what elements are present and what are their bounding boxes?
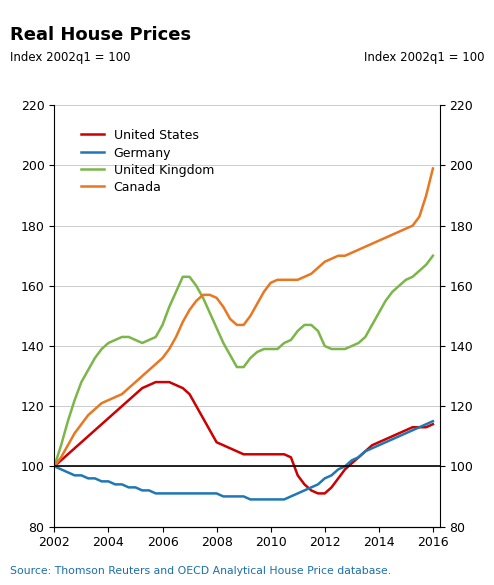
United States bbox=[220, 442, 226, 449]
Canada bbox=[315, 264, 321, 271]
Text: Real House Prices: Real House Prices bbox=[10, 26, 191, 44]
Germany bbox=[72, 472, 78, 479]
Line: Germany: Germany bbox=[54, 421, 433, 500]
United States bbox=[153, 378, 159, 386]
United Kingdom bbox=[65, 418, 71, 425]
United States bbox=[315, 490, 321, 497]
United Kingdom bbox=[315, 328, 321, 335]
Germany bbox=[213, 490, 219, 497]
United Kingdom bbox=[72, 397, 78, 404]
Germany bbox=[322, 475, 328, 482]
Canada bbox=[430, 165, 436, 172]
Text: Index 2002q1 = 100: Index 2002q1 = 100 bbox=[364, 51, 484, 64]
Text: Source: Thomson Reuters and OECD Analytical House Price database.: Source: Thomson Reuters and OECD Analyti… bbox=[10, 566, 391, 576]
Line: United Kingdom: United Kingdom bbox=[54, 256, 433, 466]
Line: United States: United States bbox=[54, 382, 433, 493]
Germany bbox=[315, 481, 321, 488]
United States bbox=[65, 451, 71, 458]
United States bbox=[322, 490, 328, 497]
United Kingdom bbox=[430, 252, 436, 259]
United States bbox=[329, 484, 334, 491]
United Kingdom bbox=[308, 321, 314, 328]
Line: Canada: Canada bbox=[54, 168, 433, 466]
Legend: United States, Germany, United Kingdom, Canada: United States, Germany, United Kingdom, … bbox=[76, 124, 219, 199]
Canada bbox=[72, 430, 78, 437]
United Kingdom bbox=[51, 463, 57, 470]
United States bbox=[430, 421, 436, 428]
Germany bbox=[247, 496, 253, 503]
Canada bbox=[65, 442, 71, 449]
United States bbox=[51, 463, 57, 470]
Canada bbox=[153, 360, 159, 367]
Germany bbox=[65, 469, 71, 476]
Text: Index 2002q1 = 100: Index 2002q1 = 100 bbox=[10, 51, 130, 64]
United States bbox=[160, 378, 165, 386]
Canada bbox=[308, 270, 314, 277]
United States bbox=[72, 445, 78, 452]
Canada bbox=[213, 294, 219, 301]
United Kingdom bbox=[213, 325, 219, 332]
Germany bbox=[51, 463, 57, 470]
Germany bbox=[153, 490, 159, 497]
Germany bbox=[430, 418, 436, 425]
Canada bbox=[51, 463, 57, 470]
United Kingdom bbox=[153, 333, 159, 340]
